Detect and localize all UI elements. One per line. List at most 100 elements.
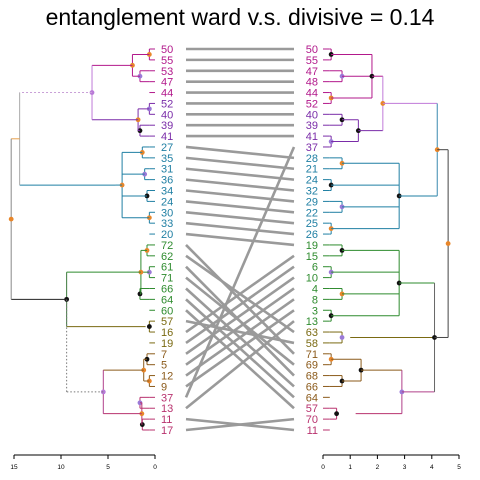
connector-line [185,156,295,171]
left-leaf-label: 41 [161,131,173,143]
root-node [445,241,451,246]
right-leaf-label: 13 [306,316,318,328]
right-leaf-label: 58 [306,338,318,350]
left-leaf-label: 36 [161,175,173,187]
left-axis-tick-label: 10 [57,464,65,471]
right-leaf-label: 66 [306,381,318,393]
node-dot [146,378,152,384]
right-leaf-label: 39 [306,120,318,132]
left-leaf-label: 35 [161,153,173,165]
right-leaf-label: 10 [306,273,318,285]
right-leaf-label: 55 [306,55,318,67]
left-leaf-label: 11 [161,414,172,426]
right-leaf-label: 70 [306,414,318,426]
connector-line [185,221,295,236]
connector-line [185,319,295,345]
node-dot [144,193,150,199]
right-axis-tick-label: 0 [321,464,325,471]
left-leaf-label: 27 [161,142,173,154]
node-dot [339,335,345,340]
connector-line [185,276,295,366]
cluster-node [135,117,141,123]
right-leaf-label: 19 [306,240,318,252]
right-axis-tick-label: 4 [430,464,434,471]
right-axis-tick-label: 3 [403,464,407,471]
node-dot [334,411,339,417]
left-leaf-label: 40 [161,109,173,121]
right-leaf-label: 21 [306,164,318,176]
node-dot [137,128,143,134]
right-leaf-label: 28 [306,153,318,165]
connector-line [185,287,295,366]
left-leaf-label: 60 [161,305,173,317]
right-leaf-label: 29 [306,196,318,208]
connector-line [185,210,295,225]
left-leaf-label: 7 [161,349,167,361]
left-leaf-label: 9 [161,381,167,393]
node-dot [146,106,152,112]
right-leaf-label: 3 [312,305,318,317]
left-leaf-label: 13 [161,403,173,415]
connector-line [184,146,296,398]
right-leaf-label: 4 [312,283,318,295]
right-leaf-label: 11 [307,425,318,437]
right-leaf-label: 32 [306,186,318,198]
right-leaf-label: 71 [306,349,318,361]
left-leaf-label: 52 [161,98,173,110]
left-axis-tick-label: 15 [10,464,18,471]
right-leaf-label: 47 [306,66,318,78]
left-leaf-label: 66 [161,283,173,295]
connector-line [185,232,295,247]
root-node [8,216,14,222]
right-leaf-label: 25 [306,218,318,230]
node-dot [137,73,143,79]
left-leaf-label: 71 [161,273,173,285]
connector-line [185,309,295,388]
left-leaf-label: 47 [161,77,173,89]
right-leaf-label: 69 [306,360,318,372]
connector-line [185,298,295,377]
node-dot [146,269,152,275]
left-leaf-label: 64 [161,294,173,306]
right-leaf-label: 24 [306,175,318,187]
left-leaf-label: 12 [161,371,173,383]
right-leaf-label: 64 [306,392,318,404]
node-dot [144,356,150,362]
right-leaf-label: 22 [306,207,318,219]
connector-line [185,276,295,355]
right-leaf-label: 15 [306,251,318,263]
left-leaf-label: 72 [161,240,173,252]
right-leaf-label: 26 [306,229,318,241]
left-axis-tick-label: 0 [153,464,157,471]
left-leaf-label: 62 [161,251,173,263]
connector-line [185,320,295,410]
node-dot [144,247,150,253]
left-leaf-label: 50 [161,44,173,56]
connector-line [185,265,295,344]
right-leaf-label: 68 [306,371,318,383]
left-axis-tick-label: 5 [106,464,110,471]
connector-line [185,254,295,334]
left-leaf-label: 20 [161,229,173,241]
left-leaf-label: 61 [161,262,173,274]
right-axis-tick-label: 1 [348,464,352,471]
connector-line [185,417,295,432]
left-leaf-label: 30 [161,207,173,219]
left-leaf-label: 5 [161,360,167,372]
left-leaf-label: 55 [161,55,173,67]
right-leaf-label: 40 [306,109,318,121]
left-leaf-label: 57 [161,316,173,328]
connector-line [185,189,295,203]
connector-line [185,167,295,181]
left-leaf-label: 37 [161,392,173,404]
left-leaf-label: 33 [161,218,173,230]
left-leaf-label: 19 [161,338,173,350]
node-dot [146,52,152,57]
left-leaf-label: 39 [161,120,173,132]
left-leaf-label: 44 [161,88,173,100]
right-leaf-label: 44 [306,88,318,100]
left-leaf-label: 31 [161,164,173,176]
right-leaf-label: 57 [306,403,318,415]
right-leaf-label: 52 [306,98,318,110]
